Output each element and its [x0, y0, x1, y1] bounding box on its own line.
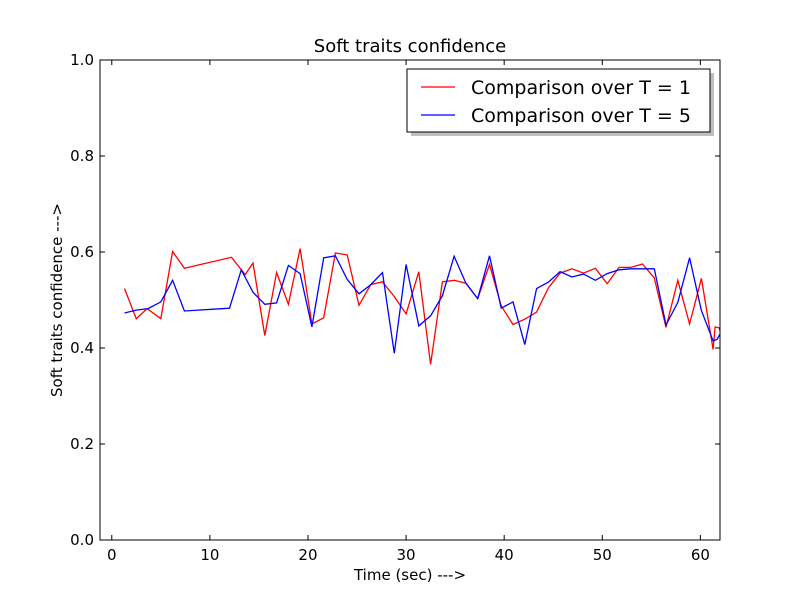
- x-tick-label: 60: [691, 546, 710, 564]
- x-tick-label: 10: [200, 546, 219, 564]
- plot-area: 0 10 20 30 40 50 60 0.0 0.2 0.4 0.6 0.8 1.0: [70, 51, 721, 564]
- y-tick-label: 1.0: [70, 51, 94, 69]
- y-tick-label: 0.2: [70, 435, 94, 453]
- x-tick-label: 50: [593, 546, 612, 564]
- x-tick-label: 40: [495, 546, 514, 564]
- y-tick-label: 0.0: [70, 531, 94, 549]
- plot-frame: [99, 59, 721, 541]
- series-line-2: [124, 254, 720, 354]
- x-tick-label: 30: [397, 546, 416, 564]
- y-tick-label: 0.8: [70, 147, 94, 165]
- x-tick-label: 0: [107, 546, 117, 564]
- series-line-1: [123, 248, 720, 365]
- legend-box: [406, 68, 711, 133]
- y-tick-label: 0.4: [70, 339, 94, 357]
- y-axis-label: Soft traits confidence --->: [48, 203, 66, 397]
- x-tick-label: 20: [298, 546, 317, 564]
- chart-title: Soft traits confidence: [314, 36, 506, 57]
- legend-label-1: Comparison over T = 1: [471, 77, 691, 99]
- legend-label-2: Comparison over T = 5: [471, 105, 691, 127]
- y-tick-label: 0.6: [70, 243, 94, 261]
- x-axis-label: Time (sec) --->: [353, 566, 466, 584]
- legend: Comparison over T = 1 Comparison over T =…: [406, 68, 714, 136]
